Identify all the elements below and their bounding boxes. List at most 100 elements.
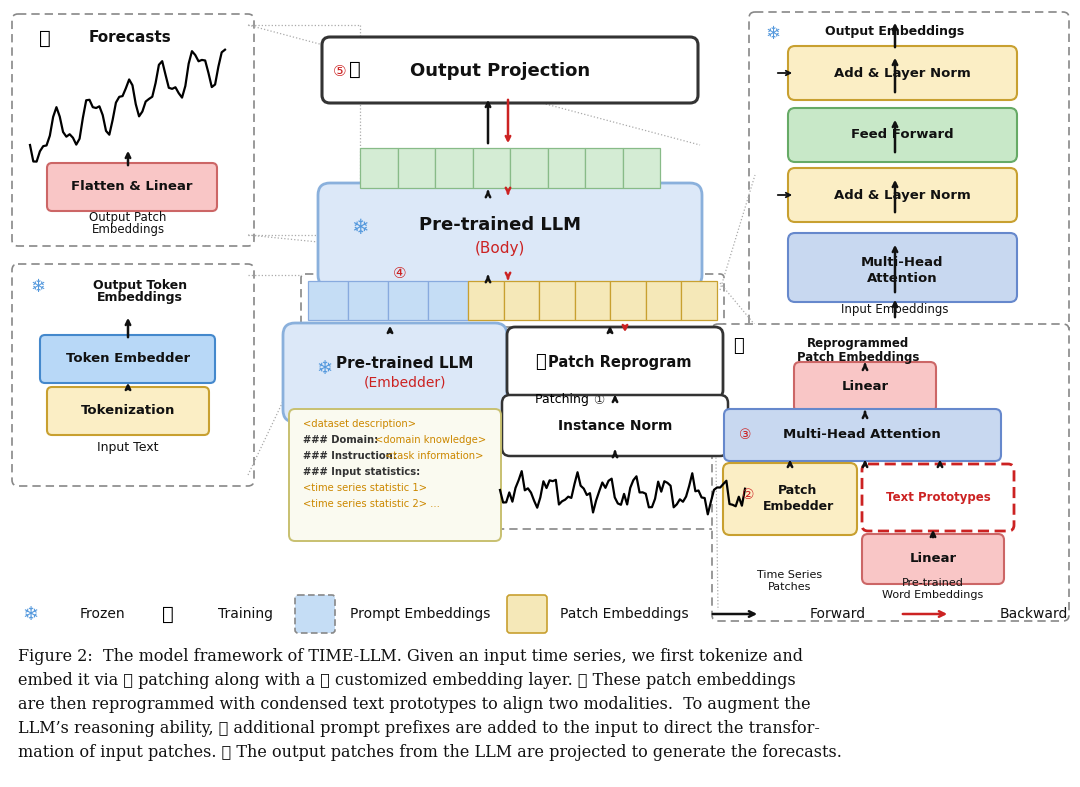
FancyBboxPatch shape (507, 327, 723, 398)
Bar (348, 281, 388, 320)
FancyBboxPatch shape (794, 362, 936, 412)
FancyBboxPatch shape (788, 168, 1017, 222)
FancyBboxPatch shape (750, 12, 1069, 334)
FancyBboxPatch shape (289, 409, 501, 541)
Text: Frozen: Frozen (80, 607, 125, 621)
Bar (539, 281, 575, 320)
Text: Pre-trained LLM: Pre-trained LLM (336, 356, 474, 371)
FancyBboxPatch shape (723, 463, 858, 535)
Bar (610, 281, 646, 320)
Text: Multi-Head Attention: Multi-Head Attention (783, 428, 941, 442)
Text: (Embedder): (Embedder) (364, 375, 446, 389)
Text: Forecasts: Forecasts (89, 31, 172, 46)
Bar (585, 148, 622, 188)
Text: Embedder: Embedder (762, 500, 834, 512)
FancyBboxPatch shape (724, 409, 1001, 461)
Text: Embeddings: Embeddings (92, 224, 164, 237)
Text: <dataset description>: <dataset description> (303, 419, 416, 429)
Text: 🔥: 🔥 (732, 337, 743, 355)
Text: Forward: Forward (810, 607, 866, 621)
Text: Embeddings: Embeddings (97, 291, 183, 305)
Text: Reprogrammed: Reprogrammed (807, 338, 909, 350)
Text: Figure 2:  The model framework of TIME-LLM. Given an input time series, we first: Figure 2: The model framework of TIME-LL… (18, 648, 804, 665)
Text: <task information>: <task information> (384, 451, 484, 461)
Bar (435, 148, 473, 188)
Text: Add & Layer Norm: Add & Layer Norm (834, 189, 970, 201)
FancyBboxPatch shape (301, 274, 724, 327)
Text: Patches: Patches (768, 582, 812, 592)
Text: ⑤: ⑤ (334, 64, 347, 79)
Text: 🔥: 🔥 (535, 353, 545, 371)
Text: Multi-Head: Multi-Head (861, 257, 943, 269)
Text: (Body): (Body) (475, 241, 525, 256)
Text: Prompt Embeddings: Prompt Embeddings (350, 607, 490, 621)
Text: mation of input patches. ⑤ The output patches from the LLM are projected to gene: mation of input patches. ⑤ The output pa… (18, 744, 842, 761)
Text: Linear: Linear (841, 380, 889, 394)
Text: <time series statistic 1>: <time series statistic 1> (303, 483, 427, 493)
Text: Attention: Attention (866, 272, 937, 284)
Bar (428, 281, 468, 320)
FancyBboxPatch shape (12, 14, 254, 246)
Text: Pre-trained LLM: Pre-trained LLM (419, 216, 581, 234)
Text: Patching: Patching (535, 394, 593, 407)
FancyBboxPatch shape (40, 335, 215, 383)
Text: ❄: ❄ (30, 278, 45, 296)
Bar (388, 281, 428, 320)
Text: ④: ④ (393, 267, 407, 282)
Text: Time Series: Time Series (757, 570, 823, 580)
Text: Patch Embeddings: Patch Embeddings (797, 350, 919, 364)
Text: Token Embedder: Token Embedder (66, 353, 190, 365)
Text: LLM’s reasoning ability, ④ additional prompt prefixes are added to the input to : LLM’s reasoning ability, ④ additional pr… (18, 720, 820, 737)
FancyBboxPatch shape (283, 323, 507, 422)
FancyBboxPatch shape (502, 395, 728, 456)
Bar (308, 281, 348, 320)
Text: Feed Forward: Feed Forward (851, 128, 954, 142)
Text: Output Embeddings: Output Embeddings (825, 25, 964, 39)
Text: Output Token: Output Token (93, 279, 187, 291)
Text: Pre-trained: Pre-trained (902, 578, 964, 588)
FancyBboxPatch shape (494, 451, 757, 529)
Text: 🔥: 🔥 (162, 604, 174, 623)
Text: Add & Layer Norm: Add & Layer Norm (834, 66, 970, 79)
Text: ❄: ❄ (22, 604, 38, 623)
Text: Backward: Backward (1000, 607, 1068, 621)
Text: ②: ② (742, 488, 754, 502)
Text: ❄: ❄ (351, 218, 368, 238)
Text: are then reprogrammed with condensed text prototypes to align two modalities.  T: are then reprogrammed with condensed tex… (18, 696, 811, 713)
FancyBboxPatch shape (318, 183, 702, 287)
Text: Patch Reprogram: Patch Reprogram (549, 356, 692, 371)
Text: Word Embeddings: Word Embeddings (882, 590, 984, 600)
Bar (360, 148, 397, 188)
Text: <domain knowledge>: <domain knowledge> (375, 435, 486, 445)
Text: 🔥: 🔥 (349, 60, 361, 79)
FancyBboxPatch shape (712, 324, 1069, 621)
Text: Patch: Patch (779, 485, 818, 497)
FancyBboxPatch shape (862, 534, 1004, 584)
Text: Instance Norm: Instance Norm (557, 419, 672, 433)
FancyBboxPatch shape (788, 233, 1017, 302)
FancyBboxPatch shape (862, 464, 1014, 531)
FancyBboxPatch shape (295, 595, 335, 633)
FancyBboxPatch shape (322, 37, 698, 103)
Text: Output Projection: Output Projection (410, 62, 590, 80)
Text: 🔥: 🔥 (39, 28, 51, 47)
Text: Training: Training (218, 607, 273, 621)
Text: ①: ① (593, 394, 604, 407)
Bar (468, 281, 503, 320)
Bar (681, 281, 717, 320)
Bar (397, 148, 435, 188)
Text: Text Prototypes: Text Prototypes (886, 490, 990, 504)
Text: Linear: Linear (909, 552, 957, 566)
Text: <time series statistic 2> ...: <time series statistic 2> ... (303, 499, 440, 509)
Text: ### Domain:: ### Domain: (303, 435, 381, 445)
Text: ❄: ❄ (766, 25, 781, 43)
Bar (473, 148, 510, 188)
FancyBboxPatch shape (48, 163, 217, 211)
Text: ❄: ❄ (316, 359, 334, 378)
Text: ### Instruction:: ### Instruction: (303, 451, 401, 461)
Text: Output Patch: Output Patch (90, 212, 166, 224)
Bar (548, 148, 585, 188)
FancyBboxPatch shape (12, 264, 254, 486)
FancyBboxPatch shape (507, 595, 546, 633)
Text: embed it via ① patching along with a ② customized embedding layer. ③ These patch: embed it via ① patching along with a ② c… (18, 672, 796, 689)
